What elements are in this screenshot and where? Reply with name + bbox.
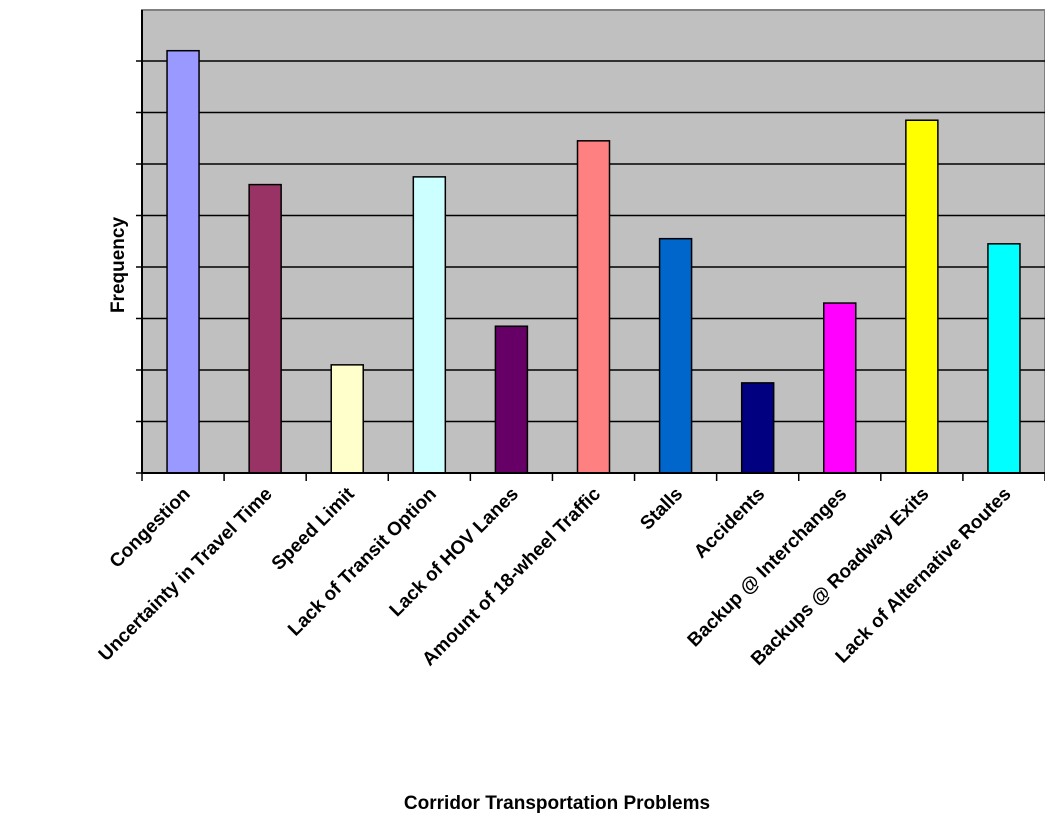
bar: [412, 176, 447, 474]
y-axis-label: Frequency: [108, 217, 129, 314]
bar: [494, 325, 529, 474]
category-label: Lack of Transit Option: [284, 484, 441, 641]
category-label: Amount of 18-wheel Traffic: [418, 483, 605, 670]
bar: [576, 140, 611, 474]
category-label: Speed Limit: [268, 483, 359, 574]
bar: [905, 119, 939, 474]
bar: [987, 243, 1021, 474]
category-label: Lack of Alternative Routes: [832, 484, 1016, 668]
bar: [823, 302, 857, 474]
category-label: Backups @ Roadway Exits: [747, 484, 933, 670]
category-label: Backup @ Interchanges: [684, 484, 852, 652]
category-label: Uncertainty in Travel Time: [95, 484, 277, 666]
category-label: Accidents: [690, 484, 769, 563]
x-axis-label: Corridor Transportation Problems: [404, 793, 710, 814]
bar: [248, 183, 282, 474]
bar: [166, 49, 200, 474]
axes: [136, 10, 1045, 481]
category-label: Stalls: [636, 484, 687, 535]
category-label: Congestion: [106, 484, 195, 573]
bars: [166, 49, 1021, 474]
bar: [740, 382, 775, 474]
bar: [330, 364, 364, 474]
bar: [658, 237, 693, 474]
